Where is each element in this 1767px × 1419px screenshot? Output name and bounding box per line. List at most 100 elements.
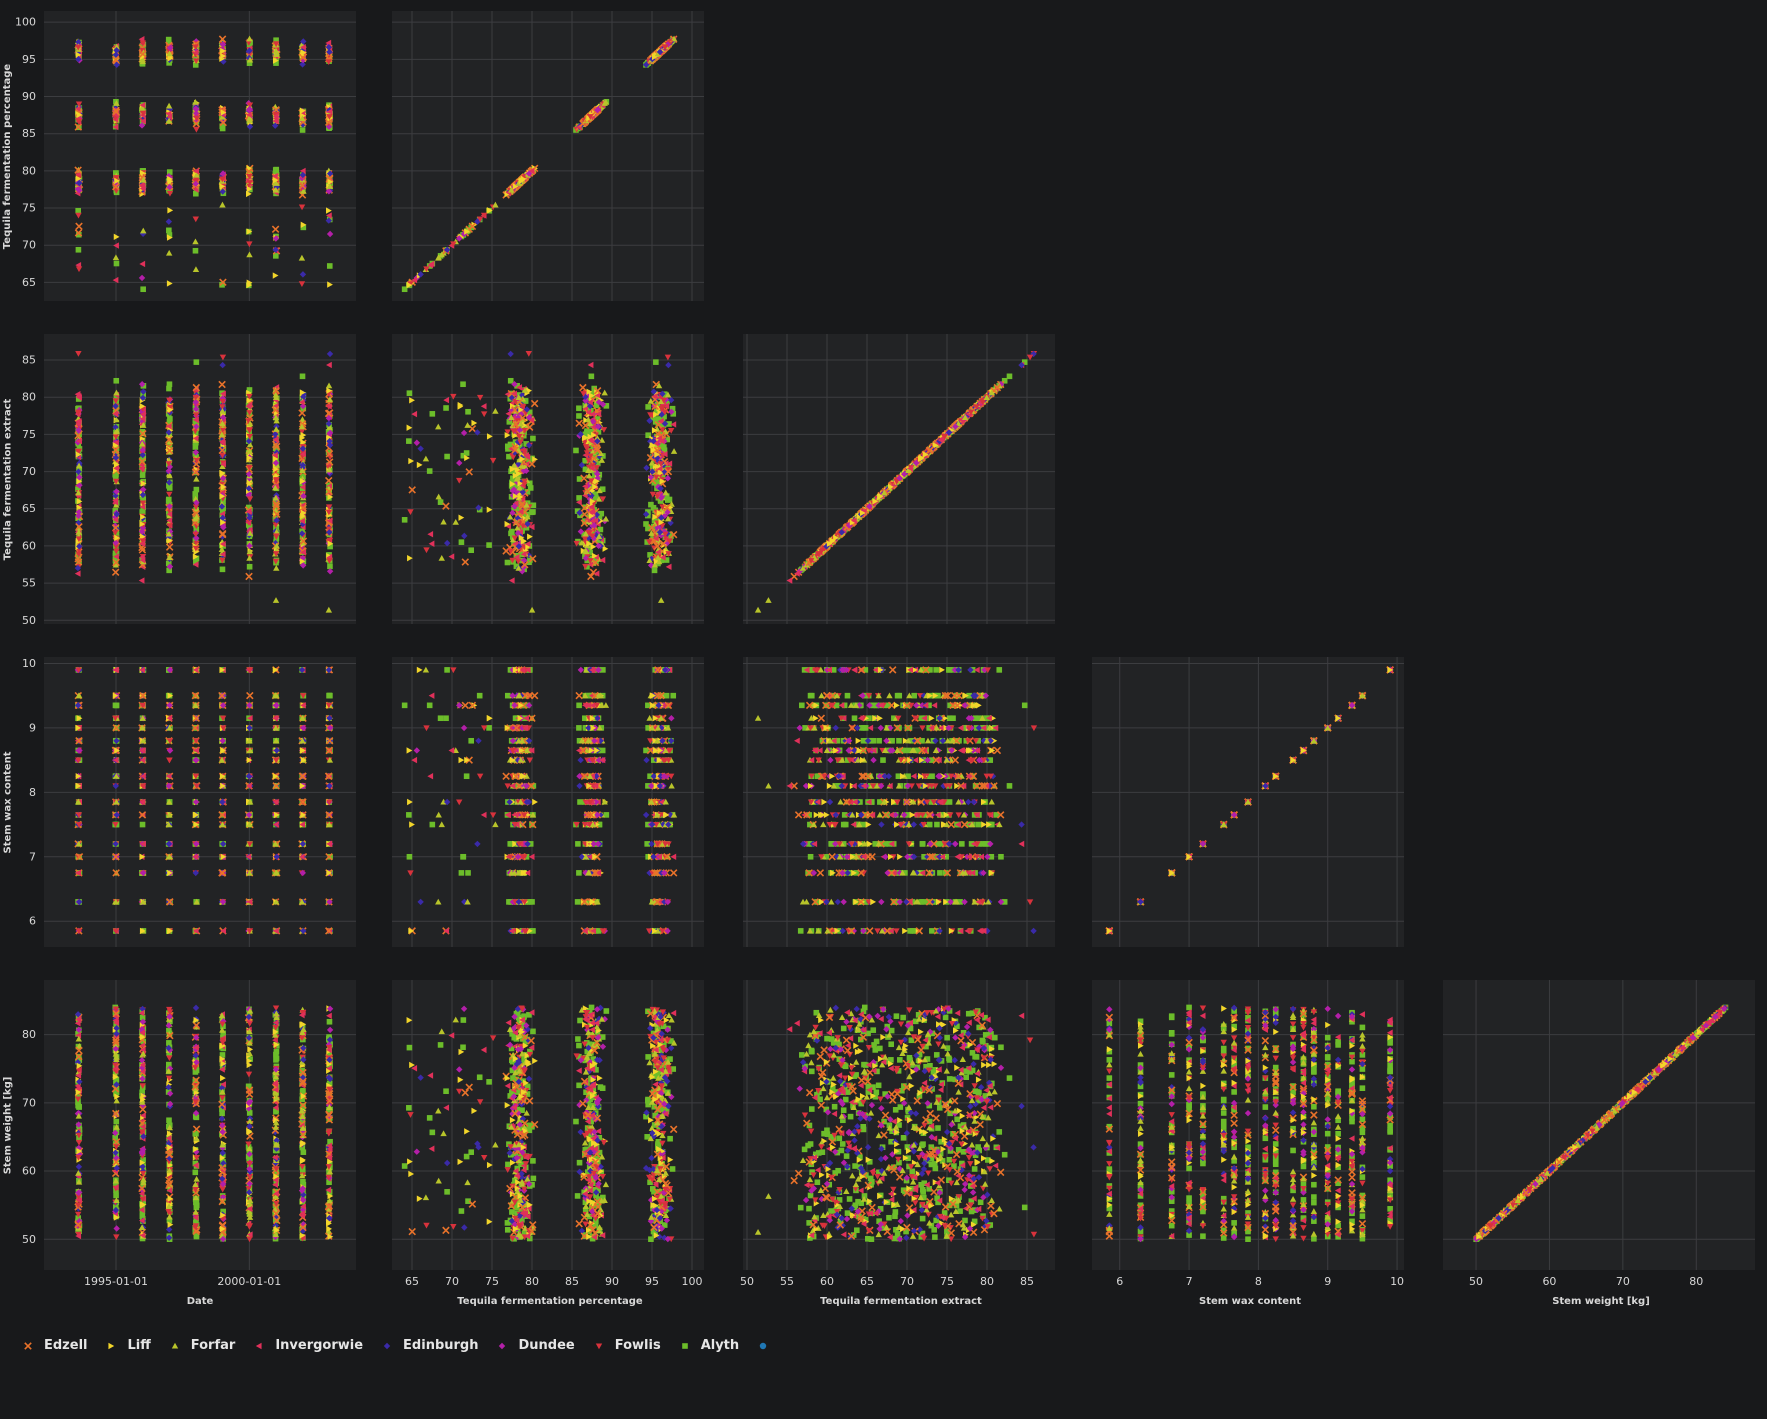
data-point [670, 421, 677, 428]
data-point [219, 278, 227, 286]
data-point [246, 542, 253, 550]
data-point [272, 180, 280, 186]
data-point [521, 478, 528, 485]
data-point [246, 410, 253, 416]
data-point [476, 394, 484, 401]
data-point [76, 179, 83, 187]
data-point [528, 167, 535, 175]
data-point [246, 185, 253, 193]
data-point [460, 381, 466, 388]
data-point [326, 173, 332, 180]
data-point [435, 254, 442, 261]
data-point [112, 254, 120, 261]
y-tick-label: 85 [22, 127, 36, 140]
data-point [429, 411, 436, 417]
data-point [591, 558, 600, 567]
data-point [662, 489, 669, 496]
data-point [166, 554, 173, 561]
data-point [486, 433, 493, 440]
data-point [581, 393, 589, 401]
data-point [580, 504, 589, 512]
data-point [529, 455, 535, 462]
data-point [165, 446, 174, 455]
data-point [526, 409, 533, 416]
data-point [246, 114, 253, 121]
data-point [113, 439, 119, 446]
data-point [504, 559, 511, 566]
data-point [416, 461, 423, 469]
data-point [219, 551, 226, 558]
data-point [113, 43, 120, 50]
data-point [219, 475, 227, 482]
data-point [662, 396, 670, 403]
data-point [74, 123, 83, 131]
data-point [326, 466, 333, 473]
data-point [663, 503, 671, 512]
data-point [113, 260, 120, 267]
data-point [166, 523, 174, 530]
data-point [74, 431, 82, 440]
data-point [220, 427, 227, 434]
data-point [518, 534, 525, 542]
data-point [509, 557, 516, 564]
data-point [663, 402, 670, 410]
data-point [325, 188, 333, 195]
data-point [219, 188, 226, 195]
data-point [583, 536, 590, 543]
data-point [665, 361, 672, 369]
data-point [326, 424, 333, 430]
data-point [326, 108, 333, 115]
data-point [246, 56, 254, 63]
data-point [245, 485, 253, 492]
data-point [299, 416, 306, 423]
data-point [325, 39, 332, 47]
data-point [113, 544, 120, 551]
data-point [140, 486, 147, 493]
data-point [192, 460, 201, 468]
data-point [649, 468, 656, 475]
data-point [647, 438, 654, 445]
data-point [518, 462, 526, 469]
data-point [647, 552, 653, 558]
data-point [245, 572, 253, 581]
data-point [513, 554, 520, 561]
data-point [245, 403, 252, 410]
data-point [219, 361, 226, 369]
data-point [514, 414, 522, 421]
data-point [166, 567, 172, 574]
data-point [298, 281, 306, 288]
data-point [273, 60, 279, 66]
data-point [517, 439, 524, 446]
data-point [272, 459, 280, 467]
data-point [192, 504, 200, 511]
data-point [517, 508, 524, 515]
data-point [653, 474, 660, 481]
data-point [273, 118, 279, 125]
data-point [192, 119, 201, 128]
data-point [193, 106, 200, 113]
data-point [193, 115, 200, 122]
data-point [508, 577, 515, 584]
data-point [663, 557, 670, 563]
data-point [139, 503, 146, 511]
data-point [300, 38, 307, 45]
data-point [517, 493, 524, 501]
data-point [585, 467, 592, 474]
data-point [670, 448, 678, 454]
data-point [587, 433, 594, 441]
data-point [587, 453, 594, 460]
data-point [588, 392, 595, 399]
data-point [326, 529, 333, 536]
data-point [325, 450, 334, 458]
data-point [582, 458, 588, 464]
data-point [245, 106, 253, 114]
data-point [512, 493, 519, 500]
data-point [601, 389, 608, 396]
data-point [588, 373, 595, 380]
data-point [299, 537, 308, 545]
data-point [596, 487, 603, 494]
data-point [112, 454, 120, 462]
data-point [468, 222, 477, 231]
data-point [139, 500, 147, 507]
data-point [489, 457, 497, 464]
